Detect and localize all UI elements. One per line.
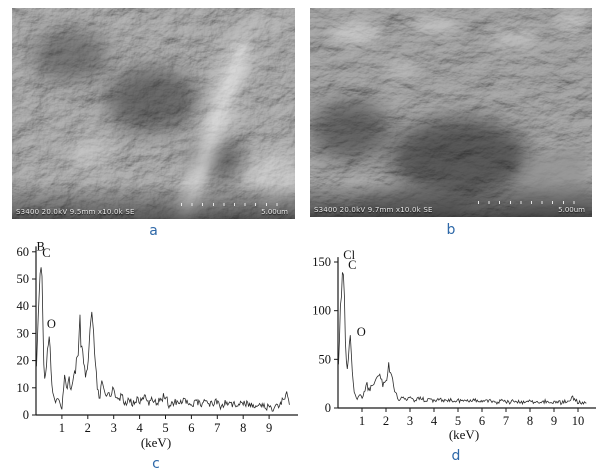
eds-spectrum-c: 0 10 20 30 40 50 60 1 2 3 4 5 6 7 8 9 (keV) B C O c bbox=[6, 239, 306, 476]
sem-texture-b bbox=[310, 8, 592, 217]
chart-text: 2 bbox=[85, 421, 91, 435]
chart-text: 9 bbox=[551, 414, 557, 428]
chart-text: O bbox=[357, 325, 366, 339]
chart-text: 3 bbox=[111, 421, 117, 435]
spectrum-line-d bbox=[338, 272, 587, 406]
sem-image-b: S3400 20.0kV 9.7mm x10.0k SE 5.00um bbox=[310, 8, 592, 217]
chart-text: C bbox=[42, 246, 50, 260]
chart-text: 50 bbox=[17, 272, 30, 286]
eds-spectrum-d: 0 50 100 150 1 2 3 4 5 6 7 8 9 10 (keV) Cl C O d bbox=[312, 240, 600, 476]
scale-ruler-b bbox=[478, 201, 584, 204]
caption-c: c bbox=[152, 456, 160, 472]
sem-image-a: S3400 20.0kV 9.5mm x10.0k SE 5.00um bbox=[12, 8, 295, 219]
chart-text: 150 bbox=[312, 255, 331, 269]
eds-chart-c: 0 10 20 30 40 50 60 1 2 3 4 5 6 7 8 9 (keV) BC O bbox=[17, 239, 298, 450]
chart-text: 100 bbox=[312, 304, 331, 318]
chart-text: 0 bbox=[23, 408, 29, 422]
chart-text: 5 bbox=[162, 421, 168, 435]
chart-text: 1 bbox=[59, 421, 65, 435]
chart-text: 60 bbox=[17, 245, 30, 259]
chart-text: 2 bbox=[383, 414, 389, 428]
chart-text: 6 bbox=[188, 421, 194, 435]
chart-text: B bbox=[37, 240, 45, 253]
caption-b: b bbox=[446, 222, 456, 238]
chart-text: 8 bbox=[527, 414, 533, 428]
sem-texture-a bbox=[12, 8, 295, 219]
spectrum-line-c bbox=[36, 267, 290, 412]
chart-text: 9 bbox=[266, 421, 272, 435]
chart-text: 10 bbox=[17, 381, 30, 395]
chart-text: 8 bbox=[240, 421, 246, 435]
chart-text: (keV) bbox=[449, 427, 479, 442]
chart-text: 7 bbox=[214, 421, 220, 435]
chart-text: 4 bbox=[431, 414, 438, 428]
caption-a: a bbox=[149, 223, 158, 239]
chart-text: 20 bbox=[17, 354, 30, 368]
chart-text: O bbox=[47, 317, 56, 331]
chart-text: 0 bbox=[325, 401, 331, 415]
chart-text: 6 bbox=[479, 414, 485, 428]
caption-d: d bbox=[451, 448, 461, 464]
chart-text: C bbox=[348, 258, 356, 272]
chart-text: 40 bbox=[17, 299, 30, 313]
sem-info-bar-b: S3400 20.0kV 9.7mm x10.0k SE bbox=[314, 206, 433, 214]
scale-label-b: 5.00um bbox=[558, 206, 585, 214]
chart-text: 1 bbox=[359, 414, 365, 428]
chart-text: 3 bbox=[407, 414, 413, 428]
chart-text: 10 bbox=[572, 414, 585, 428]
chart-text: 5 bbox=[455, 414, 461, 428]
sem-info-bar-a: S3400 20.0kV 9.5mm x10.0k SE bbox=[16, 208, 135, 216]
chart-text: 50 bbox=[319, 352, 332, 366]
chart-text: Cl bbox=[343, 248, 355, 262]
chart-text: 30 bbox=[17, 326, 30, 340]
eds-chart-d: 0 50 100 150 1 2 3 4 5 6 7 8 9 10 (keV) ClC O bbox=[312, 248, 596, 442]
scale-ruler-a bbox=[181, 203, 287, 206]
chart-text: (keV) bbox=[141, 435, 171, 450]
chart-text: 4 bbox=[136, 421, 143, 435]
chart-text: 7 bbox=[503, 414, 509, 428]
scale-label-a: 5.00um bbox=[261, 208, 288, 216]
